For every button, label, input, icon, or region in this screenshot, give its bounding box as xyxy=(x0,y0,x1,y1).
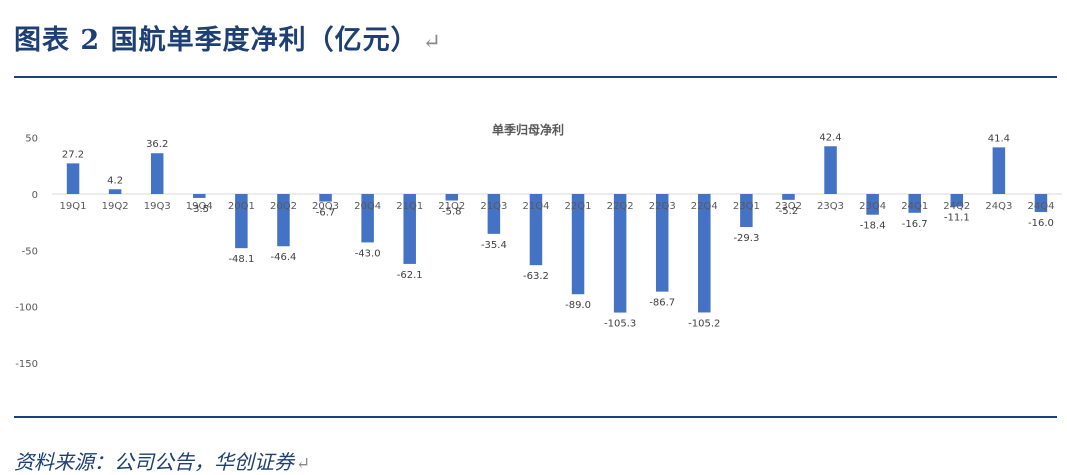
x-tick-label: 23Q3 xyxy=(817,201,844,212)
bar xyxy=(66,163,80,194)
data-label: -89.0 xyxy=(565,300,591,311)
bar xyxy=(487,194,501,234)
bar xyxy=(866,194,879,215)
data-label: -3.5 xyxy=(190,204,210,215)
data-label: -11.1 xyxy=(944,212,970,223)
x-tick-label: 21Q2 xyxy=(438,201,465,212)
y-tick-label: 0 xyxy=(32,190,38,201)
x-tick-label: 23Q2 xyxy=(775,201,802,212)
data-label: -48.1 xyxy=(228,254,254,265)
x-tick-label: 21Q4 xyxy=(522,201,549,212)
data-label: 4.2 xyxy=(107,175,123,186)
source-text: 资料来源：公司公告，华创证券 xyxy=(14,450,294,474)
x-tick-label: 20Q1 xyxy=(228,201,255,212)
chart-title: 单季归母净利 xyxy=(492,122,564,137)
data-label: -18.4 xyxy=(860,221,886,232)
x-tick-label: 19Q4 xyxy=(186,201,213,212)
source-note: 资料来源：公司公告，华创证券 ↵ xyxy=(14,446,310,475)
bar xyxy=(150,153,164,194)
bar xyxy=(235,194,248,249)
x-tick-label: 22Q3 xyxy=(649,201,676,212)
bar xyxy=(655,194,669,292)
x-tick-label: 19Q3 xyxy=(144,201,171,212)
data-label: -16.7 xyxy=(902,219,928,230)
return-mark-icon: ↵ xyxy=(296,454,311,474)
x-tick-label: 21Q1 xyxy=(396,201,423,212)
data-label: 27.2 xyxy=(62,149,84,160)
x-tick-label: 19Q1 xyxy=(60,201,87,212)
bar xyxy=(698,194,711,313)
data-label: -29.3 xyxy=(733,233,759,244)
bar xyxy=(445,194,459,201)
x-tick-label: 19Q2 xyxy=(102,201,129,212)
top-rule xyxy=(14,76,1057,78)
y-tick-label: 50 xyxy=(25,134,38,145)
bar xyxy=(1034,194,1048,213)
figure-title-text: 图表 2 国航单季度净利（亿元） xyxy=(14,25,419,56)
x-tick-label: 20Q4 xyxy=(354,201,381,212)
data-label: -5.2 xyxy=(779,206,799,217)
x-tick-label: 24Q1 xyxy=(901,201,928,212)
bar xyxy=(824,146,837,194)
data-label: -6.7 xyxy=(316,208,336,219)
bar xyxy=(403,194,416,264)
x-tick-label: 20Q2 xyxy=(270,201,297,212)
bar xyxy=(361,194,374,243)
bar xyxy=(908,194,921,213)
bar xyxy=(529,194,543,266)
data-label: -5.8 xyxy=(442,207,462,218)
x-tick-label: 20Q3 xyxy=(312,201,339,212)
y-tick-label: -100 xyxy=(15,303,38,314)
y-tick-label: -50 xyxy=(22,246,38,257)
data-label: 36.2 xyxy=(146,139,168,150)
bar xyxy=(571,194,585,295)
x-tick-label: 24Q3 xyxy=(985,201,1012,212)
x-tick-label: 22Q2 xyxy=(607,201,634,212)
category-labels: 19Q1 19Q2 19Q3 19Q4 20Q1 20Q2 20Q3 20Q4 21Q1 21Q2… xyxy=(60,201,1055,212)
bar xyxy=(992,147,1006,194)
data-label: -35.4 xyxy=(481,240,507,251)
data-label: -16.0 xyxy=(1028,218,1054,229)
data-label: -43.0 xyxy=(355,248,381,259)
data-label: -105.2 xyxy=(688,318,720,329)
data-label: -105.3 xyxy=(604,319,636,330)
bar-chart: 单季归母净利 50 0 -50 -100 -150 19Q1 19Q2 19Q3 19Q4 20… xyxy=(15,122,1062,370)
x-tick-label: 24Q2 xyxy=(943,201,970,212)
figure-title: 图表 2 国航单季度净利（亿元） ↵ xyxy=(14,18,442,57)
bar xyxy=(108,189,122,194)
y-tick-label: -150 xyxy=(15,359,38,370)
data-label: -86.7 xyxy=(649,298,675,309)
x-tick-label: 22Q4 xyxy=(691,201,718,212)
bar xyxy=(782,194,795,200)
x-tick-label: 23Q4 xyxy=(859,201,886,212)
x-tick-label: 22Q1 xyxy=(565,201,592,212)
bar xyxy=(613,194,627,313)
bar xyxy=(193,194,206,198)
bar xyxy=(319,194,332,202)
bottom-rule xyxy=(14,416,1057,418)
data-label: -62.1 xyxy=(397,270,423,281)
data-labels: 27.2 4.2 36.2 -3.5 -48.1 -46.4 -6.7 -43.0 -62.1 -… xyxy=(62,132,1054,329)
x-tick-label: 24Q4 xyxy=(1027,201,1054,212)
bar xyxy=(740,194,753,227)
bar xyxy=(277,194,290,247)
data-label: 42.4 xyxy=(819,132,841,143)
data-label: -63.2 xyxy=(523,271,549,282)
y-axis: 50 0 -50 -100 -150 xyxy=(15,134,38,370)
return-mark-icon: ↵ xyxy=(422,30,443,55)
x-tick-label: 21Q3 xyxy=(480,201,507,212)
data-label: -46.4 xyxy=(271,252,297,263)
data-label: 41.4 xyxy=(988,133,1010,144)
x-tick-label: 23Q1 xyxy=(733,201,760,212)
bars-group xyxy=(66,146,1048,313)
bar xyxy=(950,194,964,207)
